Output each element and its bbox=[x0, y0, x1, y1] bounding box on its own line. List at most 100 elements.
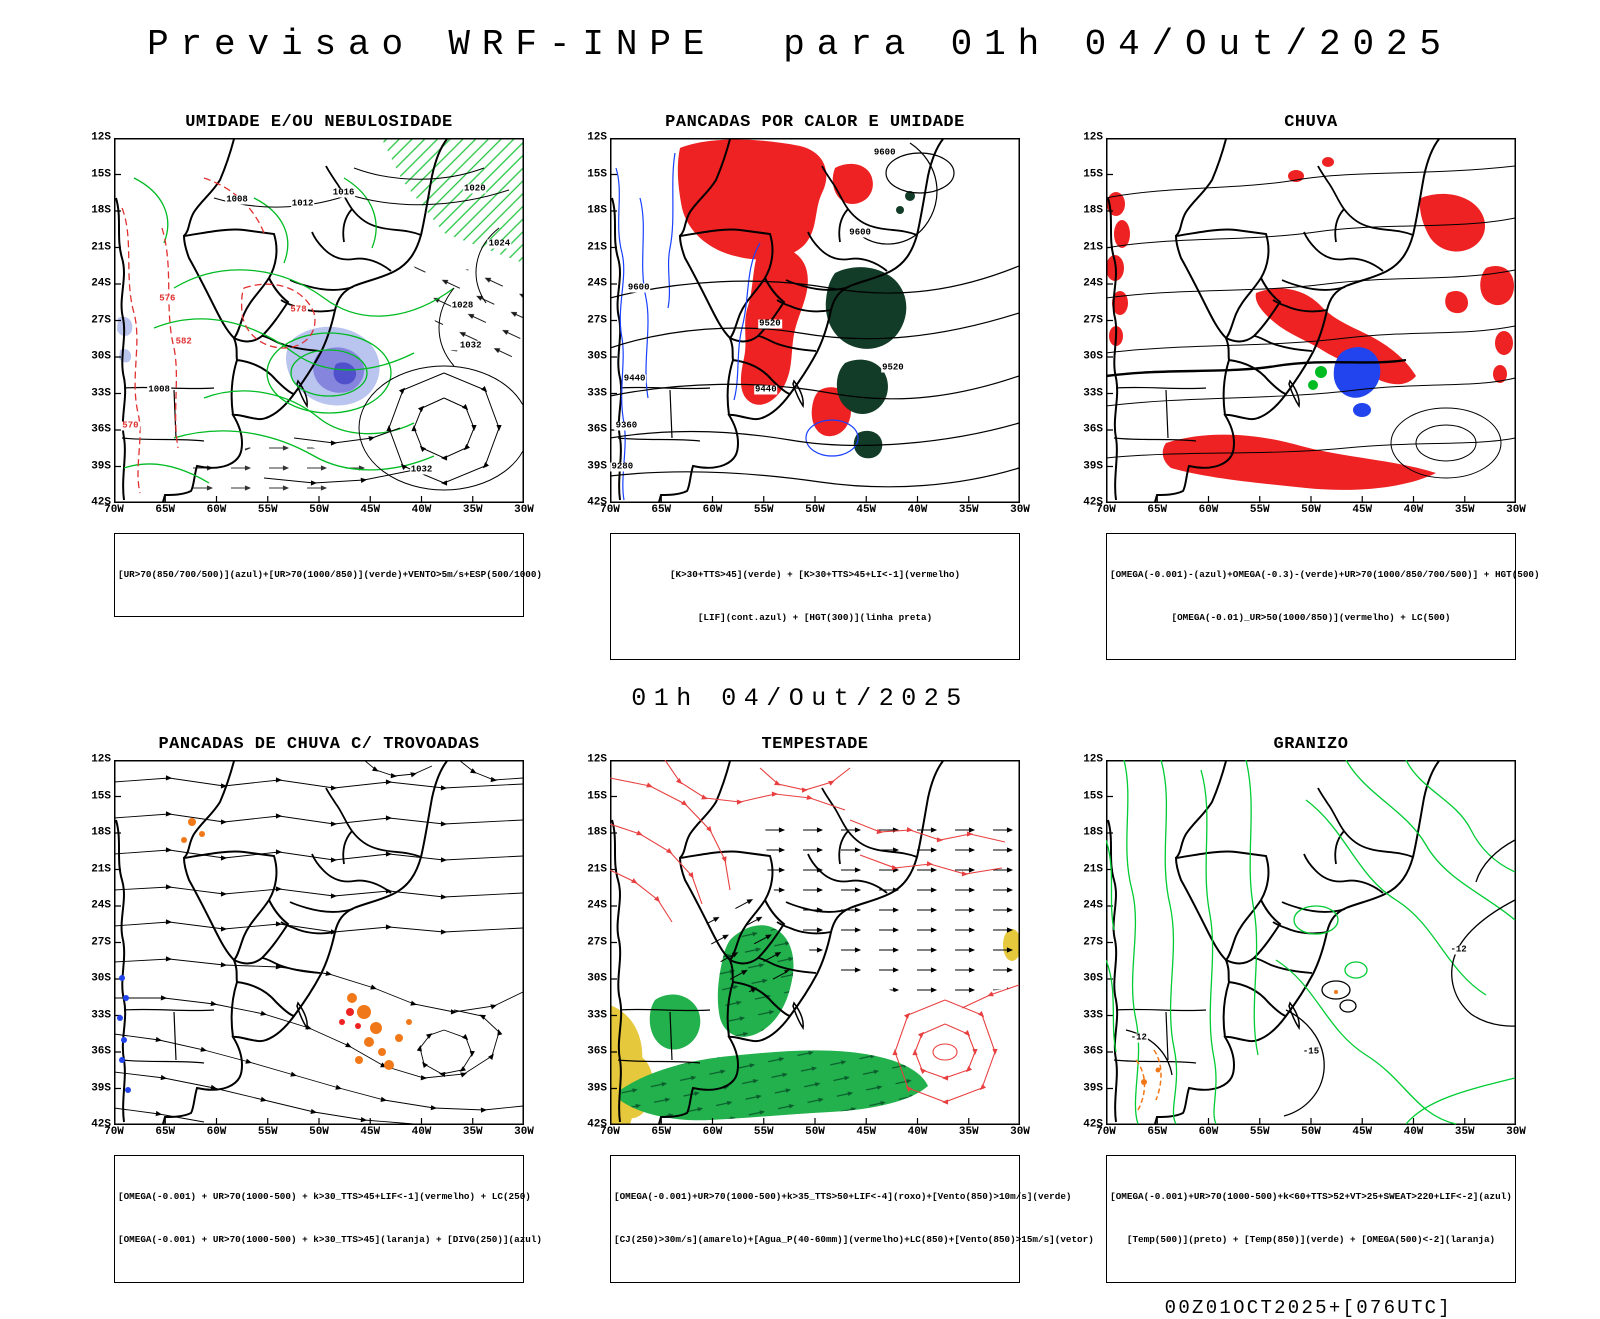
tick-label-lat: 30S bbox=[587, 350, 607, 363]
map-pancadas-calor: 9600 9600 9600 9520 9520 9440 9440 9360 9280 bbox=[610, 138, 1020, 503]
tick-label-lat: 18S bbox=[1083, 826, 1103, 839]
tick-label-lat: 18S bbox=[91, 204, 111, 217]
tick-label-lat: 42S bbox=[1083, 1118, 1103, 1131]
lon-axis: 70W 65W 60W 55W 50W 45W 40W 35W 30W bbox=[104, 1125, 534, 1140]
lat-axis: 12S 15S 18S 21S 24S 27S 30S 33S 36S 39S 42S bbox=[84, 754, 114, 1130]
tick-label-lat: 15S bbox=[1083, 790, 1103, 803]
tick-label-lon: 50W bbox=[309, 1126, 329, 1139]
lat-axis: 12S 15S 18S 21S 24S 27S 30S 33S 36S 39S 42S bbox=[1076, 754, 1106, 1130]
map-chuva bbox=[1106, 138, 1516, 503]
tick-label-lat: 42S bbox=[587, 496, 607, 509]
tick-label-lon: 35W bbox=[1454, 1126, 1475, 1139]
tick-label-lat: 30S bbox=[587, 972, 607, 985]
panel-title-chuva: CHUVA bbox=[1284, 113, 1338, 132]
tick-label-lon: 35W bbox=[958, 1126, 979, 1139]
lat-axis: 12S 15S 18S 21S 24S 27S 30S 33S 36S 39S 42S bbox=[84, 132, 114, 508]
tick-label-lat: 36S bbox=[1083, 1045, 1103, 1058]
wind-arrow-field-ne bbox=[414, 266, 523, 360]
tick-label-lat: 27S bbox=[587, 314, 607, 326]
tick-label-lat: 30S bbox=[1083, 350, 1103, 363]
tick-label-lat: 30S bbox=[1083, 972, 1103, 985]
lat-axis: 12S 15S 18S 21S 24S 27S 30S 33S 36S 39S 42S bbox=[1076, 132, 1106, 508]
tick-label-lat: 15S bbox=[91, 790, 111, 803]
tick-label-lon: 30W bbox=[1506, 1126, 1526, 1139]
tick-label-lat: 36S bbox=[1083, 423, 1103, 436]
bottom-row: PANCADAS DE CHUVA C/ TROVOADAS 12S 15S 18S… bbox=[0, 735, 1600, 1283]
page-title: Previsao WRF-INPE para 01h 04/Out/2025 bbox=[147, 24, 1453, 65]
tick-label-lon: 30W bbox=[514, 1126, 534, 1139]
tick-label-lon: 55W bbox=[1249, 1126, 1270, 1139]
caption-line: [OMEGA(-0.001)-(azul)+OMEGA(-0.3)-(verde… bbox=[1110, 568, 1540, 580]
map-canvas-granizo bbox=[1106, 760, 1516, 1126]
map-tempestade bbox=[610, 760, 1020, 1126]
tick-label-lon: 40W bbox=[907, 1126, 928, 1139]
tick-label-lon: 70W bbox=[600, 504, 620, 516]
lon-axis: 70W 65W 60W 55W 50W 45W 40W 35W 30W bbox=[600, 503, 1030, 518]
map-canvas-umidade bbox=[114, 138, 524, 503]
panel-pancadas-trovoadas: PANCADAS DE CHUVA C/ TROVOADAS 12S 15S 18S… bbox=[84, 735, 543, 1283]
tick-label-lon: 70W bbox=[1096, 1126, 1116, 1139]
tick-label-lat: 18S bbox=[587, 826, 607, 839]
tick-label-lon: 35W bbox=[462, 504, 483, 516]
map-canvas-pancadas-calor bbox=[610, 138, 1020, 503]
black-temp500-contours bbox=[1125, 839, 1516, 1117]
caption-box-granizo: [OMEGA(-0.001)+UR>70(1000-500)+k<60+TTS>… bbox=[1106, 1155, 1516, 1283]
orange-omega-marks bbox=[1135, 990, 1338, 1111]
tick-label-lat: 21S bbox=[587, 241, 607, 253]
red-streamlines bbox=[610, 760, 1020, 1105]
tick-label-lon: 60W bbox=[1198, 1126, 1219, 1139]
tick-label-lon: 65W bbox=[1147, 504, 1168, 516]
tick-label-lat: 39S bbox=[91, 460, 111, 472]
tick-label-lat: 27S bbox=[1083, 314, 1103, 326]
tick-label-lon: 50W bbox=[1301, 1126, 1321, 1139]
tick-label-lon: 35W bbox=[958, 504, 979, 516]
tick-label-lat: 33S bbox=[1083, 1009, 1103, 1022]
caption-box-chuva: [OMEGA(-0.001)-(azul)+OMEGA(-0.3)-(verde… bbox=[1106, 533, 1540, 661]
tick-label-lon: 40W bbox=[411, 504, 432, 516]
tick-label-lat: 36S bbox=[587, 423, 607, 436]
tick-label-lat: 24S bbox=[91, 899, 111, 912]
tick-label-lat: 12S bbox=[91, 131, 111, 144]
tick-label-lat: 39S bbox=[91, 1082, 111, 1095]
caption-line: [OMEGA(-0.01)_UR>50(1000/850)](vermelho)… bbox=[1171, 612, 1451, 624]
tick-label-lon: 65W bbox=[651, 504, 672, 516]
tick-label-lon: 30W bbox=[1010, 504, 1030, 516]
caption-box-pancadas-calor: [K>30+TTS>45](verde) + [K>30+TTS>45+LI<-… bbox=[610, 533, 1020, 661]
map-canvas-chuva bbox=[1106, 138, 1516, 503]
center-date-label: 01h 04/Out/2025 bbox=[631, 684, 969, 714]
panel-title-pancadas-calor: PANCADAS POR CALOR E UMIDADE bbox=[665, 113, 965, 132]
tick-label-lat: 24S bbox=[1083, 277, 1103, 290]
tick-label-lon: 65W bbox=[155, 504, 176, 516]
vector-field-east bbox=[765, 812, 1019, 999]
wind-swirl-arrows bbox=[263, 372, 502, 486]
tick-label-lat: 33S bbox=[587, 1009, 607, 1022]
panel-granizo: GRANIZO 12S 15S 18S 21S 24S 27S 30S 33S 36S 39S 42… bbox=[1076, 735, 1526, 1283]
tick-label-lon: 30W bbox=[514, 504, 534, 516]
tick-label-lon: 40W bbox=[411, 1126, 432, 1139]
tick-label-lon: 60W bbox=[206, 1126, 227, 1139]
tick-label-lon: 45W bbox=[1352, 1126, 1373, 1139]
tick-label-lon: 70W bbox=[104, 1126, 124, 1139]
tick-label-lat: 21S bbox=[587, 863, 607, 876]
tick-label-lon: 30W bbox=[1010, 1126, 1030, 1139]
tick-label-lat: 27S bbox=[91, 314, 111, 326]
vector-field-northeast bbox=[705, 890, 800, 999]
tick-label-lat: 12S bbox=[587, 131, 607, 144]
tick-label-lon: 45W bbox=[856, 1126, 877, 1139]
tick-label-lat: 39S bbox=[587, 1082, 607, 1095]
tick-label-lon: 45W bbox=[1352, 504, 1373, 516]
tick-label-lat: 27S bbox=[587, 936, 607, 949]
tick-label-lon: 35W bbox=[462, 1126, 483, 1139]
tick-label-lat: 15S bbox=[587, 168, 607, 180]
tick-label-lon: 40W bbox=[1403, 504, 1424, 516]
tick-label-lon: 40W bbox=[907, 504, 928, 516]
red-thickness-contours bbox=[121, 177, 316, 494]
bold-lc500-contour bbox=[1106, 358, 1407, 378]
tick-label-lat: 42S bbox=[1083, 496, 1103, 509]
tick-label-lon: 50W bbox=[805, 504, 825, 516]
caption-line: [OMEGA(-0.001) + UR>70(1000-500) + k>30_… bbox=[118, 1234, 543, 1246]
tick-label-lat: 36S bbox=[91, 1045, 111, 1058]
tick-label-lat: 39S bbox=[1083, 1082, 1103, 1095]
tick-label-lon: 70W bbox=[104, 504, 124, 516]
tick-label-lon: 65W bbox=[651, 1126, 672, 1139]
